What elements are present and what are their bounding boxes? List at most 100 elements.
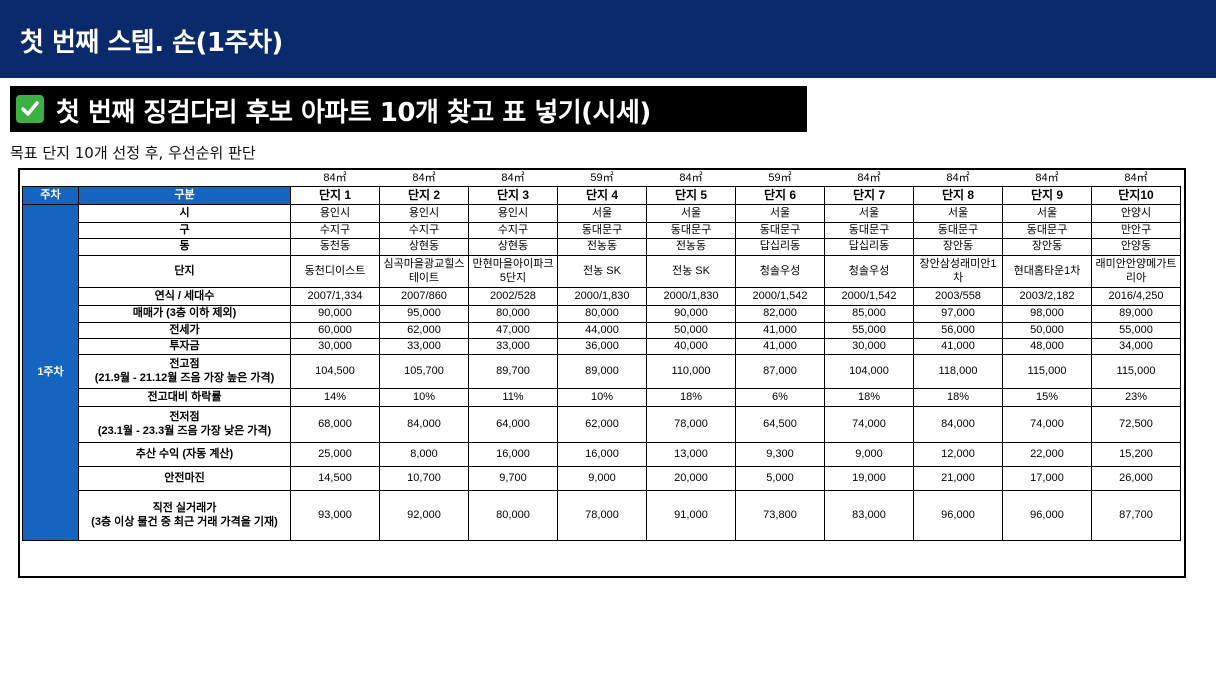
table-cell: 41,000: [913, 338, 1003, 355]
table-cell: 73,800: [735, 490, 825, 541]
table-cell: 89,000: [1091, 305, 1181, 323]
table-cell: 30,000: [824, 338, 914, 355]
table-cell: 89,000: [557, 354, 647, 389]
table-cell: 전농동: [557, 238, 647, 256]
table-cell: 서울: [1002, 204, 1092, 223]
table-cell: 25,000: [290, 442, 380, 467]
table-cell: 2000/1,542: [824, 287, 914, 306]
row-label: 전저점 (23.1월 - 23.3월 즈음 가장 낮은 가격): [78, 406, 291, 443]
table-cell: 47,000: [468, 322, 558, 339]
row-label: 동: [78, 238, 291, 256]
table-row: 안전마진 14,500 10,700 9,700 9,000 20,000 5,000 19,…: [23, 466, 1181, 491]
table-cell: 55,000: [824, 322, 914, 339]
table-cell: 17,000: [1002, 466, 1092, 491]
table-cell: 19,000: [824, 466, 914, 491]
table-cell: 2003/558: [913, 287, 1003, 306]
table-cell: 97,000: [913, 305, 1003, 323]
week-cell: 1주차: [22, 204, 79, 541]
table-cell: 74,000: [1002, 406, 1092, 443]
page-title: 첫 번째 스텝. 손(1주차): [20, 28, 283, 58]
row-label-text: 전고대비 하락률: [147, 390, 222, 403]
table-cell: 서울: [735, 204, 825, 223]
table-cell: 2000/1,830: [557, 287, 647, 306]
table-cell: 90,000: [646, 305, 736, 323]
table-cell: 96,000: [1002, 490, 1092, 541]
table-cell: 전농 SK: [646, 255, 736, 288]
table-cell: 서울: [557, 204, 647, 223]
table-row: 직전 실거래가 (3층 이상 물건 중 최근 거래 가격을 기재) 93,000 92…: [23, 490, 1181, 541]
table-cell: 62,000: [379, 322, 469, 339]
row-label-text: 단지: [174, 264, 195, 277]
table-cell: 104,000: [824, 354, 914, 389]
table-cell: 2003/2,182: [1002, 287, 1092, 306]
table-cell: 104,500: [290, 354, 380, 389]
table-cell: 105,700: [379, 354, 469, 389]
table-cell: 동대문구: [735, 222, 825, 239]
table-row: 전고점 (21.9월 - 21.12월 즈음 가장 높은 가격) 104,500 10…: [23, 354, 1181, 389]
table-cell: 110,000: [646, 354, 736, 389]
table-cell: 동대문구: [1002, 222, 1092, 239]
row-label: 단지: [78, 255, 291, 288]
row-label: 직전 실거래가 (3층 이상 물건 중 최근 거래 가격을 기재): [78, 490, 291, 541]
table-cell: 118,000: [913, 354, 1003, 389]
complex-header: 단지 9: [1002, 186, 1092, 205]
table-cell: 전농 SK: [557, 255, 647, 288]
row-label-text: 시: [179, 206, 190, 219]
table-cell: 서울: [913, 204, 1003, 223]
row-label-text: 연식 / 세대수: [154, 289, 215, 302]
table-cell: 34,000: [1091, 338, 1181, 355]
table-cell: 64,500: [735, 406, 825, 443]
table-cell: 9,700: [468, 466, 558, 491]
table-cell: 15,200: [1091, 442, 1181, 467]
table-cell: 74,000: [824, 406, 914, 443]
row-label-text: 전고점: [169, 357, 200, 370]
complex-header: 단지 5: [646, 186, 736, 205]
table-cell: 16,000: [468, 442, 558, 467]
table-cell: 수지구: [290, 222, 380, 239]
table-cell: 18%: [824, 388, 914, 407]
table-cell: 상현동: [379, 238, 469, 256]
area-cell: 59㎡: [768, 172, 792, 185]
table-cell: 장안동: [1002, 238, 1092, 256]
table-cell: 전농동: [646, 238, 736, 256]
row-label-text: 매매가 (3층 이하 제외): [132, 307, 237, 320]
row-sublabel-text: (21.9월 - 21.12월 즈음 가장 높은 가격): [94, 371, 275, 384]
table-cell: 13,000: [646, 442, 736, 467]
table-cell: 안양시: [1091, 204, 1181, 223]
table-row: 구 수지구 수지구 수지구 동대문구 동대문구 동대문구 동대문구 동대문구 동대문구 만안구: [23, 222, 1181, 239]
subtitle: 목표 단지 10개 선정 후, 우선순위 판단: [10, 144, 256, 162]
table-cell: 36,000: [557, 338, 647, 355]
table-cell: 수지구: [468, 222, 558, 239]
table-cell: 33,000: [468, 338, 558, 355]
row-label: 전고대비 하락률: [78, 388, 291, 407]
table-cell: 동대문구: [646, 222, 736, 239]
table-cell: 15%: [1002, 388, 1092, 407]
complex-header: 단지 3: [468, 186, 558, 205]
table-cell: 래미안안양메가트리아: [1091, 255, 1181, 288]
table-cell: 동천동: [290, 238, 380, 256]
table-cell: 18%: [646, 388, 736, 407]
table-cell: 동대문구: [824, 222, 914, 239]
table-cell: 2000/1,542: [735, 287, 825, 306]
table-cell: 60,000: [290, 322, 380, 339]
table-cell: 동대문구: [557, 222, 647, 239]
table-cell: 2000/1,830: [646, 287, 736, 306]
complex-header: 단지 4: [557, 186, 647, 205]
section-banner: 첫 번째 징검다리 후보 아파트 10개 찾고 표 넣기(시세): [10, 86, 807, 132]
table-cell: 9,000: [824, 442, 914, 467]
table-cell: 96,000: [913, 490, 1003, 541]
table-cell: 14,500: [290, 466, 380, 491]
table-row: 전세가 60,000 62,000 47,000 44,000 50,000 41,000 5…: [23, 322, 1181, 339]
comparison-table: 84㎡ 84㎡ 84㎡ 59㎡ 84㎡ 59㎡ 84㎡ 84㎡ 84㎡ 84㎡ 주차 구분 단지 1 단지…: [22, 170, 1181, 541]
table-cell: 83,000: [824, 490, 914, 541]
table-cell: 50,000: [646, 322, 736, 339]
table-cell: 50,000: [1002, 322, 1092, 339]
complex-header: 단지 7: [824, 186, 914, 205]
table-row: 동 동천동 상현동 상현동 전농동 전농동 답십리동 답십리동 장안동 장안동 안양동: [23, 238, 1181, 256]
row-sublabel-text: (3층 이상 물건 중 최근 거래 가격을 기재): [91, 515, 278, 528]
blank-cell: [79, 170, 291, 187]
table-cell: 95,000: [379, 305, 469, 323]
table-cell: 90,000: [290, 305, 380, 323]
table-cell: 만안구: [1091, 222, 1181, 239]
table-cell: 82,000: [735, 305, 825, 323]
